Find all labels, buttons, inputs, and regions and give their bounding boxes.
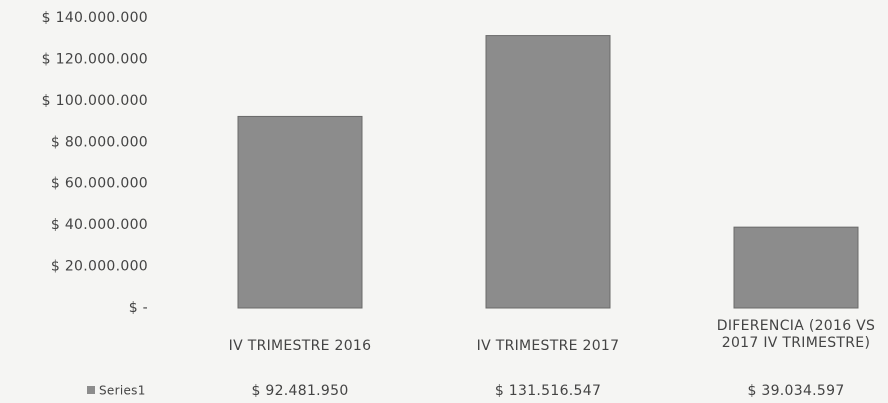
x-tick-label: DIFERENCIA (2016 VS 2017 IV TRIMESTRE) [716, 318, 876, 351]
y-tick-label: $ 80.000.000 [51, 134, 148, 150]
bar [485, 35, 611, 309]
y-tick-label: $ 100.000.000 [42, 93, 148, 109]
legend-label: Series1 [99, 384, 146, 398]
y-tick-label: $ 140.000.000 [42, 10, 148, 26]
y-tick-label: $ 120.000.000 [42, 51, 148, 67]
bar [733, 226, 859, 309]
value-label: $ 92.481.950 [251, 383, 348, 399]
value-label: $ 131.516.547 [495, 383, 601, 399]
x-tick-label: IV TRIMESTRE 2017 [476, 338, 620, 354]
bar [237, 115, 363, 309]
legend-swatch [87, 386, 95, 394]
value-label: $ 39.034.597 [747, 383, 844, 399]
y-tick-label: $ 60.000.000 [51, 176, 148, 192]
y-tick-label: $ - [129, 300, 148, 316]
y-tick-label: $ 40.000.000 [51, 217, 148, 233]
x-tick-label: IV TRIMESTRE 2016 [228, 338, 372, 354]
y-tick-label: $ 20.000.000 [51, 259, 148, 275]
